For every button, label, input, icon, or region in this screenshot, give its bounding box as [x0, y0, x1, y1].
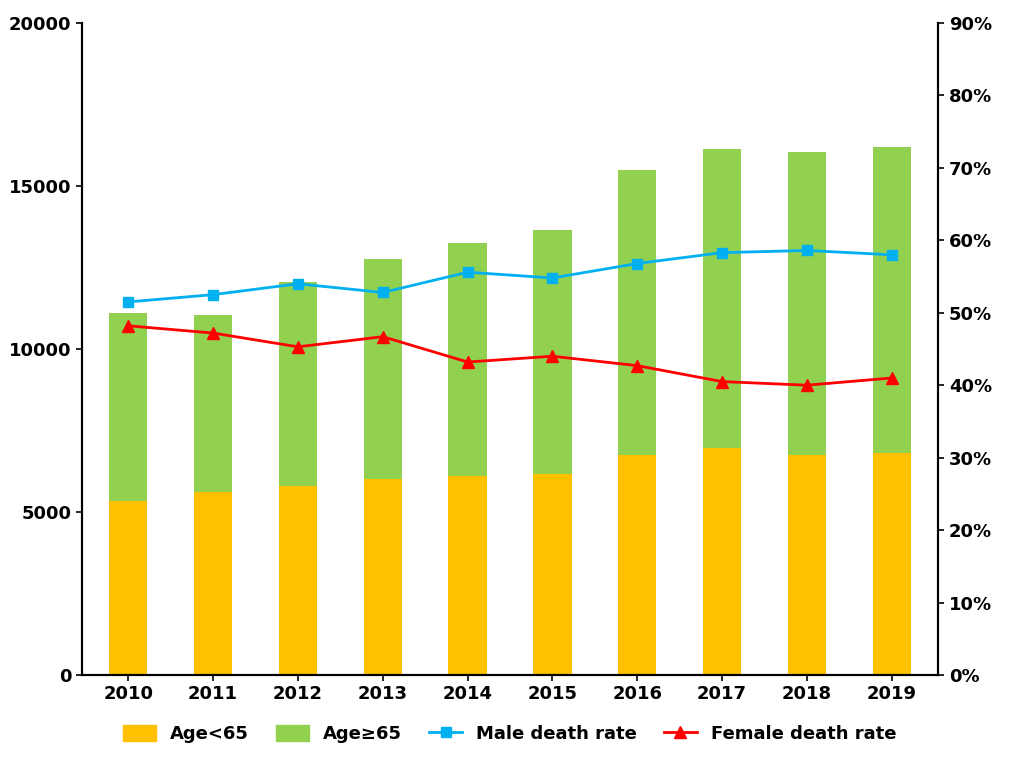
Legend: Age<65, Age≥65, Male death rate, Female death rate: Age<65, Age≥65, Male death rate, Female …	[116, 718, 903, 750]
Bar	[278, 282, 317, 486]
Bar	[533, 230, 571, 475]
Bar	[109, 313, 147, 501]
Bar	[364, 479, 401, 675]
Bar	[702, 449, 741, 675]
Bar	[364, 259, 401, 479]
Bar	[618, 455, 655, 675]
Bar	[533, 475, 571, 675]
Bar	[109, 501, 147, 675]
Bar	[194, 314, 232, 492]
Bar	[787, 455, 825, 675]
Bar	[448, 476, 486, 675]
Bar	[872, 147, 910, 453]
Bar	[194, 492, 232, 675]
Bar	[872, 453, 910, 675]
Bar	[448, 243, 486, 476]
Bar	[787, 152, 825, 455]
Bar	[278, 486, 317, 675]
Bar	[702, 149, 741, 449]
Bar	[618, 170, 655, 455]
